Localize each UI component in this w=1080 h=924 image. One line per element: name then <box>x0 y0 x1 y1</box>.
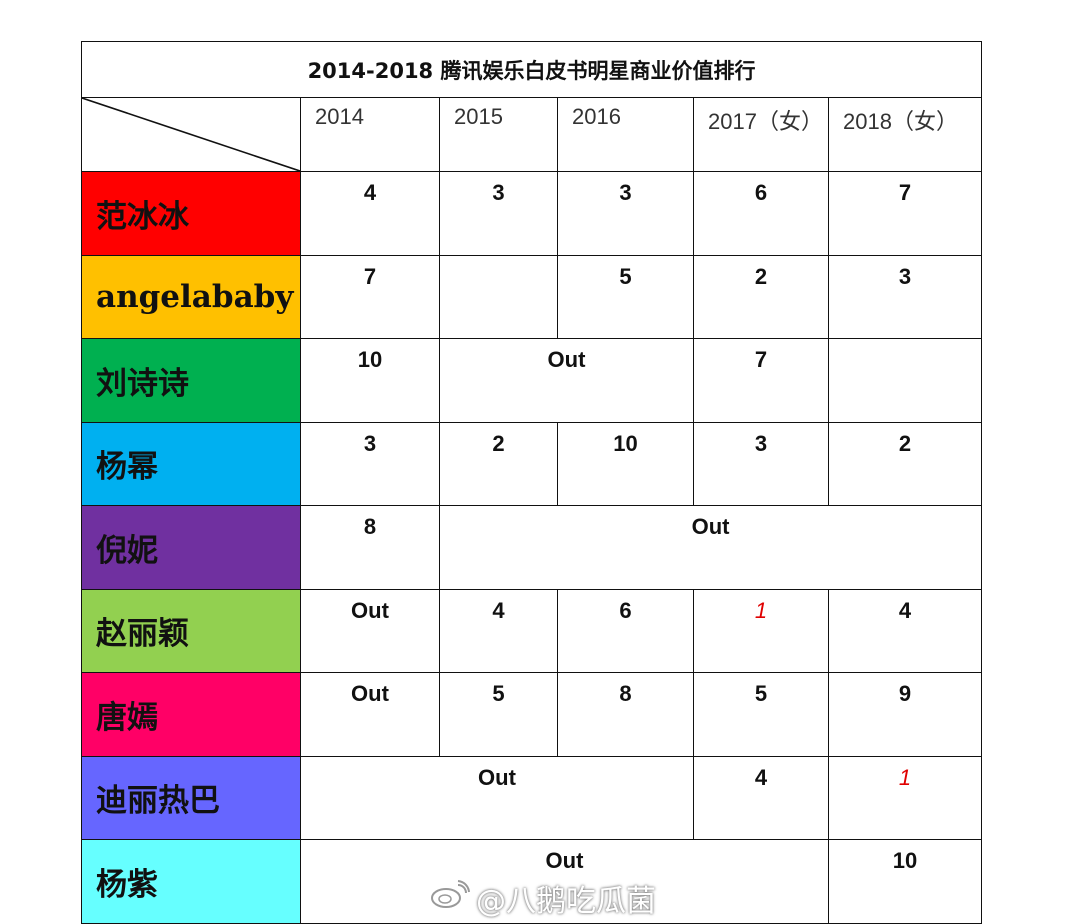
rank-cell: Out <box>300 839 829 924</box>
rank-cell <box>827 338 983 423</box>
diagonal-header-cell <box>81 97 301 172</box>
table-row: 范冰冰 4 3 3 6 7 <box>81 171 983 256</box>
rank-cell: 3 <box>557 171 694 256</box>
rank-cell: 10 <box>300 338 440 423</box>
rank-cell: 4 <box>827 588 983 673</box>
table-row: 赵丽颖 Out 4 6 1 4 <box>81 588 983 673</box>
rank-cell: 6 <box>693 171 829 256</box>
rank-cell: 7 <box>827 171 983 256</box>
rank-cell: 3 <box>300 421 440 506</box>
table-row: 刘诗诗 10 Out 7 <box>81 338 983 423</box>
table-row: 倪妮 8 Out <box>81 505 983 590</box>
rank-cell: 5 <box>693 672 829 757</box>
rank-cell: 7 <box>300 254 440 339</box>
celebrity-name: 杨紫 <box>81 839 301 924</box>
table-title: 2014-2018 腾讯娱乐白皮书明星商业价值排行 <box>80 41 983 98</box>
celebrity-name: 范冰冰 <box>81 171 301 256</box>
rank-cell: 3 <box>439 171 558 256</box>
table-row: angelababy 7 5 2 3 <box>81 254 983 339</box>
rank-cell: Out <box>438 505 983 590</box>
rank-cell: 9 <box>827 672 983 757</box>
year-header: 2018（女） <box>827 97 983 172</box>
year-header: 2017（女） <box>693 97 829 172</box>
rank-cell <box>439 254 558 339</box>
rank-cell: 2 <box>693 254 829 339</box>
rank-cell: 5 <box>439 672 558 757</box>
watermark-text: @八鹅吃瓜菌 <box>476 884 656 919</box>
weibo-icon <box>430 879 470 917</box>
rank-cell: Out <box>300 755 694 840</box>
rank-cell: 7 <box>693 338 829 423</box>
table-row: 杨紫 Out 10 <box>81 839 983 924</box>
watermark: @八鹅吃瓜菌 <box>430 876 656 920</box>
rank-cell: Out <box>300 672 440 757</box>
rank-cell: 5 <box>557 254 694 339</box>
table-row: 唐嫣 Out 5 8 5 9 <box>81 672 983 757</box>
rank-cell: 3 <box>827 254 983 339</box>
year-header: 2016 <box>557 97 694 172</box>
celebrity-name: angelababy <box>81 254 301 339</box>
rank-cell: 6 <box>557 588 694 673</box>
rank-cell: 1 <box>693 588 829 673</box>
rank-cell: Out <box>300 588 440 673</box>
rank-cell: 8 <box>557 672 694 757</box>
celebrity-name: 赵丽颖 <box>81 588 301 673</box>
celebrity-name: 唐嫣 <box>81 672 301 757</box>
ranking-table: 2014-2018 腾讯娱乐白皮书明星商业价值排行 2014 2015 2016 20… <box>80 41 983 924</box>
rank-cell: 4 <box>439 588 558 673</box>
celebrity-name: 迪丽热巴 <box>81 755 301 840</box>
celebrity-name: 刘诗诗 <box>81 338 301 423</box>
rank-cell: 1 <box>827 755 983 840</box>
rank-cell: 3 <box>693 421 829 506</box>
year-header: 2014 <box>300 97 440 172</box>
rank-cell: Out <box>439 338 694 423</box>
rank-cell: 10 <box>827 839 983 924</box>
rank-cell: 8 <box>300 505 440 590</box>
year-header: 2015 <box>439 97 558 172</box>
rank-cell: 2 <box>439 421 558 506</box>
table-row: 杨幂 3 2 10 3 2 <box>81 421 983 506</box>
rank-cell: 4 <box>693 755 829 840</box>
rank-cell: 10 <box>557 421 694 506</box>
celebrity-name: 倪妮 <box>81 505 301 590</box>
celebrity-name: 杨幂 <box>81 421 301 506</box>
rank-cell: 4 <box>300 171 440 256</box>
table-row: 迪丽热巴 Out 4 1 <box>81 755 983 840</box>
rank-cell: 2 <box>827 421 983 506</box>
